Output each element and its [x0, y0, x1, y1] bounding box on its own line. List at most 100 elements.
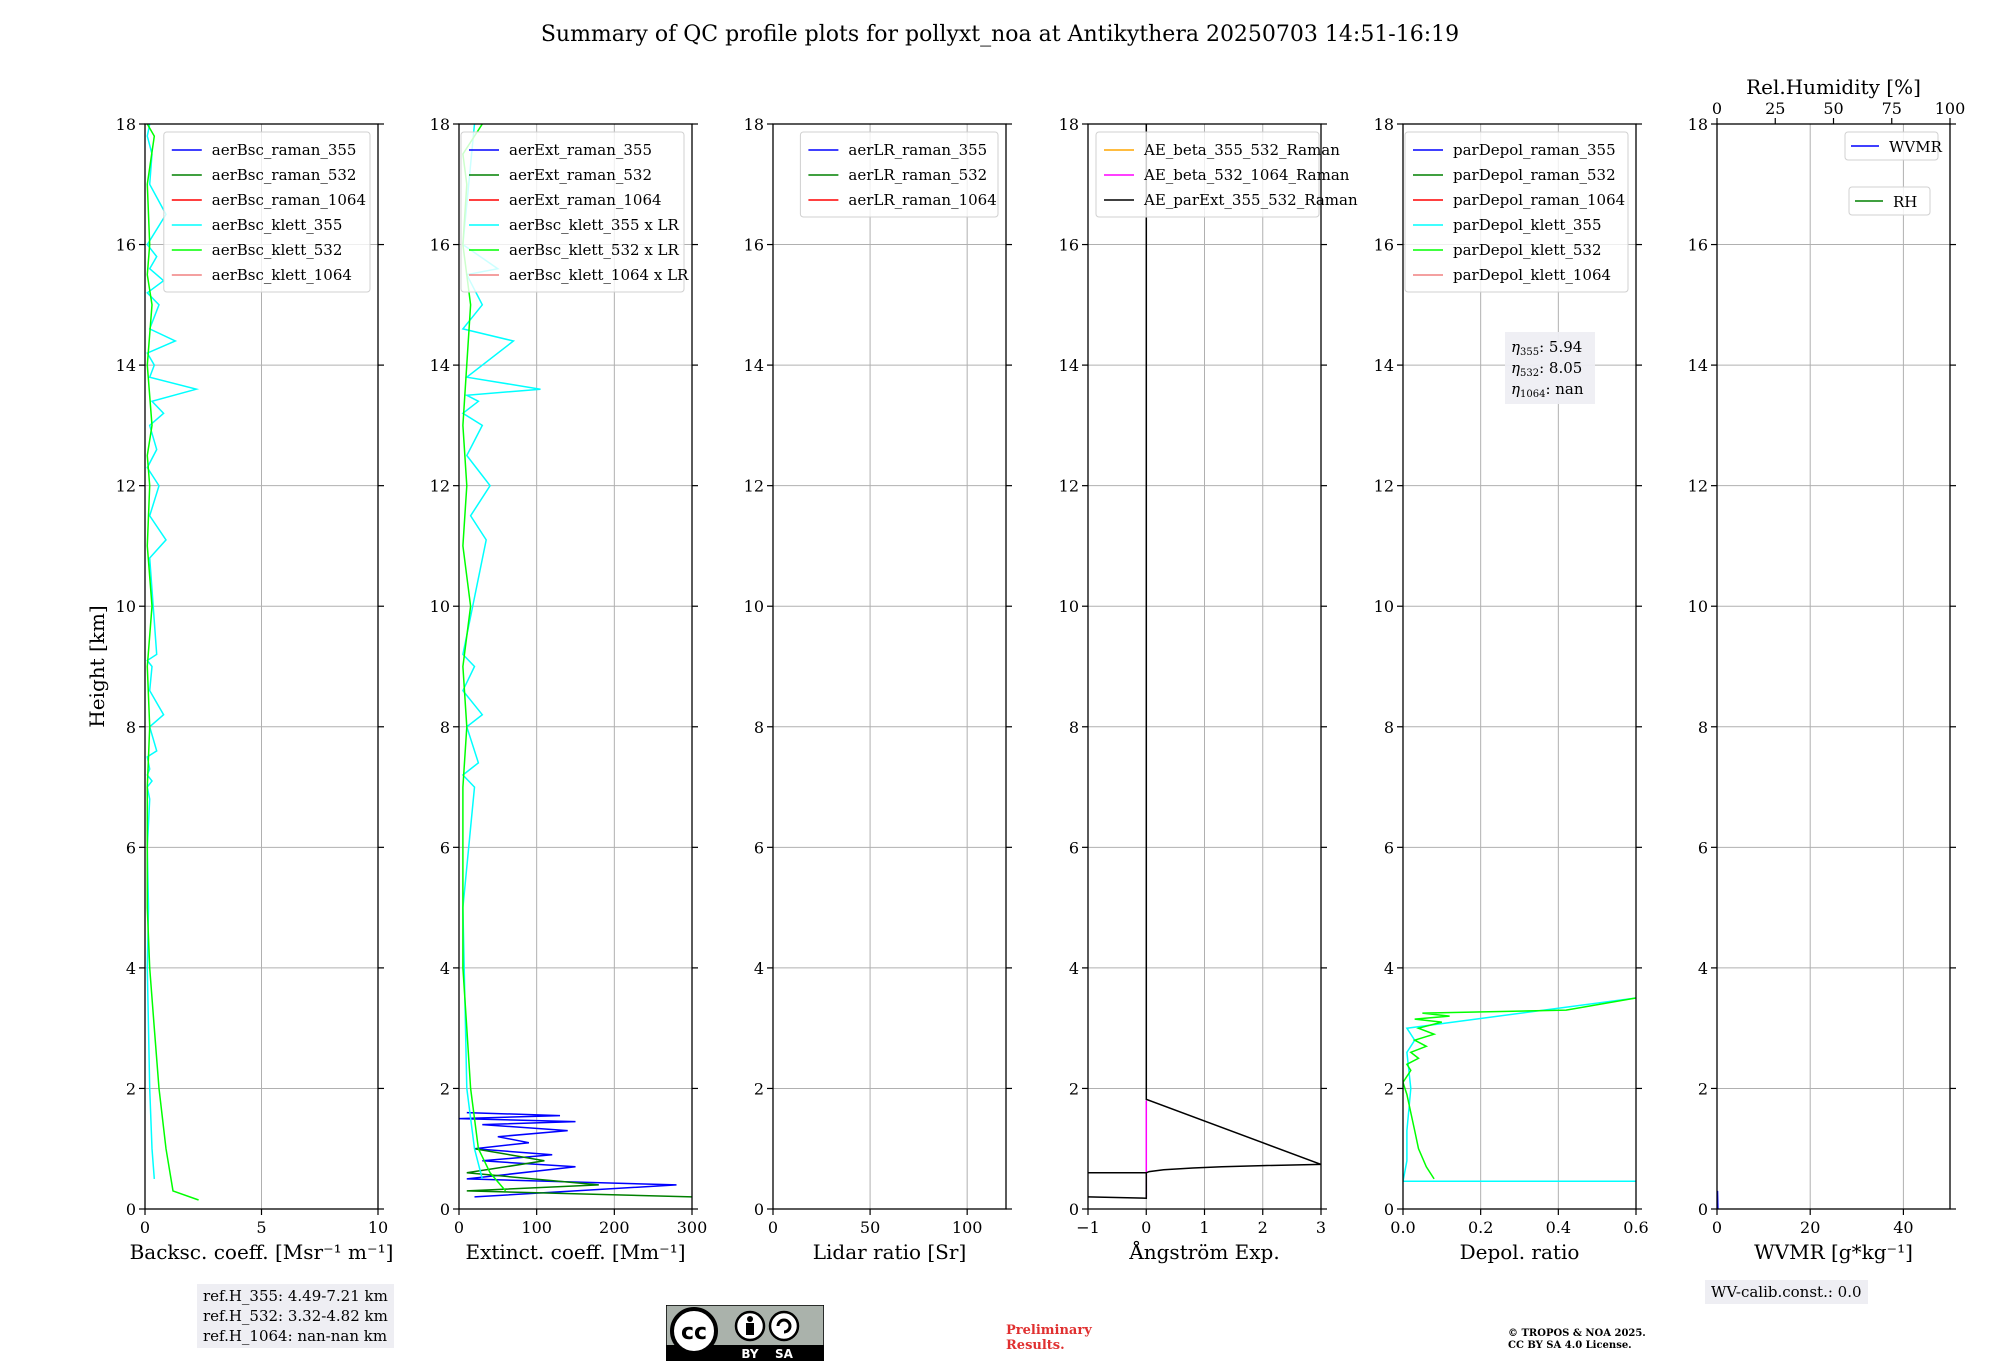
series-line-parDepol_klett_355 — [1403, 998, 1636, 1181]
legend-label: aerBsc_klett_1064 x LR — [509, 266, 689, 284]
preliminary-line-2: Results. — [1006, 1338, 1092, 1353]
y-tick-label: 0 — [1384, 1200, 1394, 1219]
y-tick-label: 8 — [1069, 718, 1079, 737]
y-tick-label: 14 — [1059, 356, 1079, 375]
x-tick-label: 100 — [952, 1218, 983, 1237]
x-tick-label: 0.4 — [1546, 1218, 1571, 1237]
x-tick-label: 0.0 — [1390, 1218, 1415, 1237]
y-tick-label: 4 — [126, 959, 136, 978]
y-tick-label: 10 — [430, 597, 450, 616]
legend-label: parDepol_klett_355 — [1453, 216, 1602, 234]
x-tick-label: 40 — [1893, 1218, 1913, 1237]
y-tick-label: 10 — [1059, 597, 1079, 616]
y-tick-label: 2 — [1698, 1079, 1708, 1098]
top-x-tick-label: 75 — [1882, 99, 1902, 118]
series-line-aerExt_raman_355 — [459, 1113, 677, 1197]
y-tick-label: 18 — [1059, 115, 1079, 134]
x-axis-label: Extinct. coeff. [Mm⁻¹] — [465, 1240, 685, 1264]
plot-frame — [1717, 124, 1950, 1209]
x-tick-label: 300 — [677, 1218, 708, 1237]
legend-label: aerBsc_klett_532 x LR — [509, 241, 680, 259]
by-label: BY — [741, 1347, 758, 1361]
y-tick-label: 4 — [1698, 959, 1708, 978]
cc-license-badge: cc BY SA — [666, 1305, 824, 1361]
y-tick-label: 14 — [116, 356, 136, 375]
x-tick-label: 0 — [1141, 1218, 1151, 1237]
y-tick-label: 14 — [1688, 356, 1708, 375]
legend-label: aerBsc_klett_355 x LR — [509, 216, 680, 234]
y-tick-label: 2 — [1069, 1079, 1079, 1098]
x-tick-label: 0.2 — [1468, 1218, 1493, 1237]
y-tick-label: 4 — [440, 959, 450, 978]
y-tick-label: 2 — [440, 1079, 450, 1098]
legend-label: WVMR — [1889, 138, 1943, 156]
legend-label: parDepol_klett_1064 — [1453, 266, 1611, 284]
x-tick-label: 0 — [140, 1218, 150, 1237]
top-x-axis-label: Rel.Humidity [%] — [1746, 75, 1921, 99]
x-axis-label: WVMR [g*kg⁻¹] — [1754, 1240, 1913, 1264]
legend-label: aerBsc_klett_355 — [212, 216, 343, 234]
y-tick-label: 8 — [1384, 718, 1394, 737]
y-tick-label: 18 — [116, 115, 136, 134]
top-x-tick-label: 50 — [1823, 99, 1843, 118]
y-tick-label: 6 — [126, 838, 136, 857]
legend-label: aerLR_raman_532 — [848, 166, 987, 184]
legend-label: aerBsc_klett_1064 — [212, 266, 352, 284]
x-tick-label: 0 — [454, 1218, 464, 1237]
ref-heights-box: ref.H_355: 4.49-7.21 km ref.H_532: 3.32-… — [197, 1284, 394, 1348]
y-tick-label: 4 — [1069, 959, 1079, 978]
top-x-tick-label: 25 — [1765, 99, 1785, 118]
y-tick-label: 8 — [440, 718, 450, 737]
y-tick-label: 12 — [1688, 477, 1708, 496]
y-tick-label: 14 — [1374, 356, 1394, 375]
top-x-tick-label: 100 — [1935, 99, 1966, 118]
x-tick-label: 2 — [1258, 1218, 1268, 1237]
x-tick-label: 200 — [599, 1218, 630, 1237]
y-tick-label: 4 — [754, 959, 764, 978]
legend-label: AE_parExt_355_532_Raman — [1143, 191, 1358, 209]
cc-text: cc — [681, 1320, 707, 1345]
x-tick-label: 50 — [860, 1218, 880, 1237]
legend-label: AE_beta_532_1064_Raman — [1143, 166, 1350, 184]
legend-label: parDepol_raman_1064 — [1453, 191, 1625, 209]
y-tick-label: 10 — [1374, 597, 1394, 616]
x-tick-label: 3 — [1316, 1218, 1326, 1237]
sa-icon — [770, 1312, 798, 1340]
preliminary-line-1: Preliminary — [1006, 1323, 1092, 1338]
y-tick-label: 14 — [430, 356, 450, 375]
legend-label: aerBsc_klett_532 — [212, 241, 343, 259]
x-tick-label: 100 — [521, 1218, 552, 1237]
series-line-aerExt_raman_532 — [467, 1149, 692, 1197]
y-tick-label: 10 — [744, 597, 764, 616]
x-tick-label: 0.6 — [1623, 1218, 1648, 1237]
x-axis-label: Backsc. coeff. [Msr⁻¹ m⁻¹] — [130, 1240, 394, 1264]
y-tick-label: 6 — [1384, 838, 1394, 857]
copyright-line-1: © TROPOS & NOA 2025. — [1508, 1328, 1646, 1340]
ref-height-532: ref.H_532: 3.32-4.82 km — [203, 1306, 388, 1326]
y-tick-label: 12 — [1374, 477, 1394, 496]
y-tick-label: 6 — [1069, 838, 1079, 857]
x-tick-label: 0 — [1712, 1218, 1722, 1237]
y-tick-label: 6 — [754, 838, 764, 857]
y-tick-label: 12 — [430, 477, 450, 496]
legend-label: parDepol_raman_532 — [1453, 166, 1616, 184]
y-tick-label: 16 — [116, 236, 136, 255]
y-tick-label: 12 — [1059, 477, 1079, 496]
x-tick-label: 5 — [256, 1218, 266, 1237]
legend-label: aerLR_raman_1064 — [848, 191, 996, 209]
y-tick-label: 4 — [1384, 959, 1394, 978]
y-tick-label: 14 — [744, 356, 764, 375]
y-tick-label: 0 — [754, 1200, 764, 1219]
legend-label: RH — [1893, 193, 1917, 211]
legend-label: aerBsc_raman_355 — [212, 141, 357, 159]
legend-label: aerLR_raman_355 — [848, 141, 987, 159]
x-tick-label: 0 — [768, 1218, 778, 1237]
y-tick-label: 16 — [1059, 236, 1079, 255]
sa-label: SA — [775, 1347, 794, 1361]
y-tick-label: 2 — [126, 1079, 136, 1098]
